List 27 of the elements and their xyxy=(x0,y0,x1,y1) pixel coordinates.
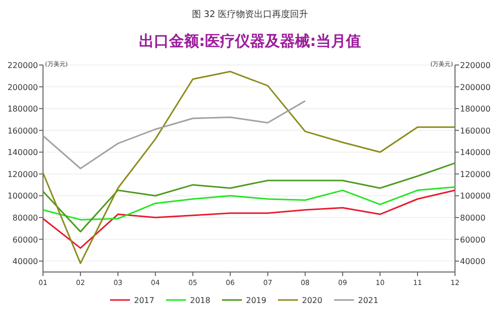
legend-label: 2017 xyxy=(134,296,154,305)
y2-tick-label: 40000 xyxy=(460,257,486,266)
y-tick-label: 140000 xyxy=(7,148,38,158)
legend-label: 2021 xyxy=(358,296,378,305)
y-tick-label: 100000 xyxy=(7,192,38,201)
y2-tick-label: 220000 xyxy=(460,61,491,70)
y2-tick-label: 120000 xyxy=(460,170,491,179)
y-tick-label: 40000 xyxy=(12,257,38,266)
legend-label: 2019 xyxy=(246,296,266,305)
y2-tick-label: 80000 xyxy=(460,214,486,223)
y2-tick-label: 180000 xyxy=(460,104,491,114)
y2-tick-label: 160000 xyxy=(460,126,491,136)
y2-tick-label: 200000 xyxy=(460,82,491,92)
y-tick-label: 180000 xyxy=(7,104,38,114)
y-tick-label: 160000 xyxy=(7,126,38,136)
subtitle: 出口金额:医疗仪器及器械:当月值 xyxy=(139,32,361,50)
legend-label: 2020 xyxy=(302,296,322,305)
y-tick-label: 60000 xyxy=(12,235,38,244)
y-tick-label: 220000 xyxy=(7,61,38,70)
title: 图 32 医疗物资出口再度回升 xyxy=(192,10,308,20)
legend-label: 2018 xyxy=(190,296,210,305)
y-tick-label: 80000 xyxy=(12,214,38,223)
y2-tick-label: 100000 xyxy=(460,192,491,201)
y2-tick-label: 140000 xyxy=(460,148,491,158)
y-tick-label: 200000 xyxy=(7,82,38,92)
y2-tick-label: 60000 xyxy=(460,235,486,244)
y-tick-label: 120000 xyxy=(7,170,38,179)
